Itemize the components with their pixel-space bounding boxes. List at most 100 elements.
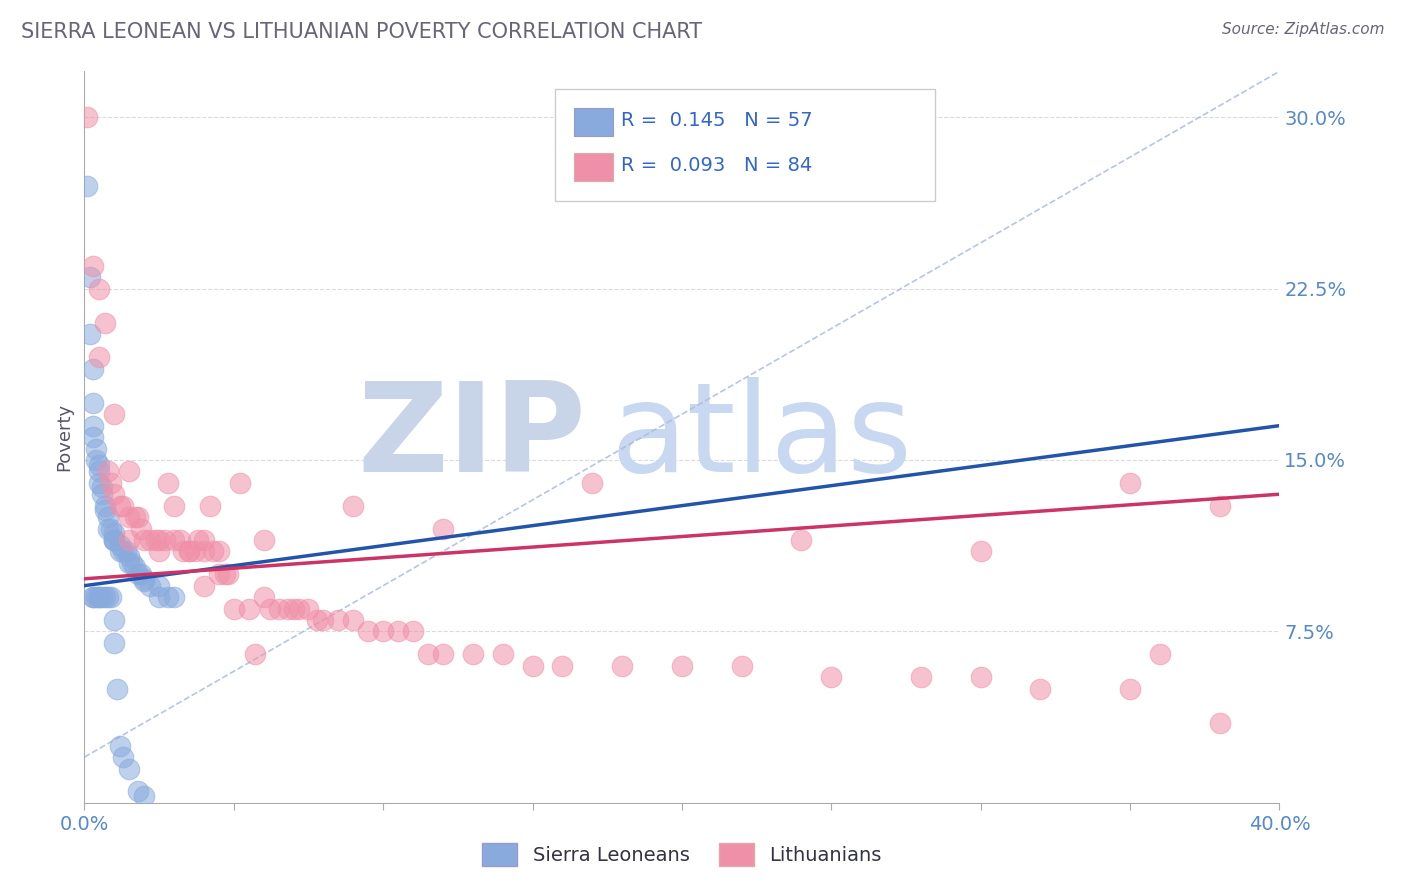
Point bbox=[100, 590, 122, 604]
Point bbox=[110, 499, 132, 513]
Point bbox=[217, 567, 239, 582]
Point bbox=[145, 533, 167, 547]
Point bbox=[228, 475, 252, 490]
Point bbox=[103, 533, 125, 547]
Point bbox=[1149, 647, 1171, 661]
Point bbox=[82, 259, 104, 273]
Point bbox=[970, 544, 993, 558]
Point bbox=[86, 590, 108, 604]
Point bbox=[103, 636, 125, 650]
Point bbox=[91, 590, 114, 604]
Point bbox=[129, 567, 152, 582]
Point bbox=[253, 590, 276, 604]
Text: Source: ZipAtlas.com: Source: ZipAtlas.com bbox=[1222, 22, 1385, 37]
Point bbox=[89, 590, 111, 604]
Point bbox=[581, 475, 603, 490]
Point bbox=[208, 544, 231, 558]
Point bbox=[94, 503, 117, 517]
Point bbox=[97, 590, 120, 604]
Point bbox=[238, 601, 260, 615]
Point bbox=[103, 526, 125, 541]
Point bbox=[112, 499, 135, 513]
Point bbox=[76, 178, 98, 193]
Point bbox=[432, 521, 454, 535]
Point bbox=[184, 544, 207, 558]
Point bbox=[1119, 681, 1142, 696]
Point bbox=[342, 613, 364, 627]
Point bbox=[100, 521, 122, 535]
Text: ZIP: ZIP bbox=[357, 376, 586, 498]
Point bbox=[201, 544, 224, 558]
Point bbox=[86, 453, 108, 467]
Y-axis label: Poverty: Poverty bbox=[55, 403, 73, 471]
Point bbox=[259, 601, 281, 615]
Point bbox=[267, 601, 290, 615]
Point bbox=[94, 590, 117, 604]
Text: atlas: atlas bbox=[610, 376, 912, 498]
Point bbox=[86, 442, 108, 456]
Point bbox=[163, 590, 186, 604]
Point bbox=[89, 350, 111, 364]
Point bbox=[243, 647, 266, 661]
Point bbox=[97, 510, 120, 524]
Point bbox=[214, 567, 236, 582]
Point bbox=[198, 499, 221, 513]
Point bbox=[110, 739, 132, 753]
Point bbox=[297, 601, 319, 615]
Point bbox=[157, 475, 180, 490]
Point bbox=[148, 579, 170, 593]
Point bbox=[110, 544, 132, 558]
Point bbox=[94, 316, 117, 330]
Point bbox=[277, 601, 299, 615]
Point bbox=[416, 647, 439, 661]
Point bbox=[357, 624, 380, 639]
Point bbox=[132, 574, 156, 588]
Point bbox=[148, 544, 170, 558]
Point bbox=[97, 464, 120, 478]
Point bbox=[1119, 475, 1142, 490]
Point bbox=[551, 658, 574, 673]
Point bbox=[253, 533, 276, 547]
Point bbox=[373, 624, 395, 639]
Point bbox=[612, 658, 634, 673]
Point bbox=[731, 658, 754, 673]
Point bbox=[103, 533, 125, 547]
Point bbox=[148, 533, 170, 547]
Point bbox=[790, 533, 813, 547]
Point bbox=[187, 533, 209, 547]
Point bbox=[157, 590, 180, 604]
Point bbox=[127, 784, 149, 798]
Point bbox=[132, 789, 156, 803]
Point bbox=[671, 658, 693, 673]
Point bbox=[127, 567, 149, 582]
Point bbox=[82, 396, 104, 410]
Point bbox=[820, 670, 842, 684]
Point bbox=[208, 567, 231, 582]
Point bbox=[82, 590, 104, 604]
Point bbox=[118, 556, 141, 570]
Point bbox=[177, 544, 200, 558]
Point bbox=[118, 510, 141, 524]
Point bbox=[387, 624, 409, 639]
Point bbox=[79, 327, 101, 342]
Point bbox=[432, 647, 454, 661]
Point bbox=[89, 281, 111, 295]
Point bbox=[115, 544, 138, 558]
Point bbox=[82, 361, 104, 376]
Point bbox=[328, 613, 350, 627]
Point bbox=[82, 430, 104, 444]
Point bbox=[118, 762, 141, 776]
Point bbox=[91, 487, 114, 501]
Point bbox=[461, 647, 484, 661]
Point bbox=[288, 601, 311, 615]
Point bbox=[1209, 715, 1232, 730]
Point bbox=[79, 270, 101, 285]
Point bbox=[103, 613, 125, 627]
Point bbox=[100, 475, 122, 490]
Point bbox=[118, 464, 141, 478]
Point bbox=[110, 537, 132, 551]
Point bbox=[153, 533, 176, 547]
Text: R =  0.145   N = 57: R = 0.145 N = 57 bbox=[621, 111, 813, 130]
Point bbox=[89, 464, 111, 478]
Point bbox=[82, 590, 104, 604]
